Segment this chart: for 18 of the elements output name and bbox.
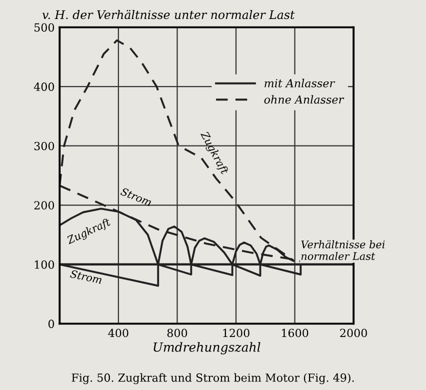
y-tick-label: 300 [34, 142, 54, 150]
y-tick-label: 400 [34, 82, 54, 91]
y-tick-label: 500 [34, 23, 54, 32]
chart-title: v. H. der Verhältnisse unter normaler Last [42, 10, 295, 20]
x-tick-label: 1200 [223, 328, 250, 338]
y-tick-label: 200 [34, 201, 54, 210]
annotation: Strom [70, 270, 102, 284]
x-tick-label: 2000 [340, 328, 367, 338]
x-tick-label: 800 [167, 328, 188, 338]
ref-line-label: Verhältnisse bei normaler Last [301, 240, 385, 260]
y-tick-label: 0 [48, 320, 54, 328]
x-tick-label: 400 [108, 328, 128, 338]
legend-label: mit Anlasser [264, 78, 336, 88]
legend-label: ohne Anlasser [264, 95, 344, 104]
caption: Fig. 50. Zugkraft und Strom beim Motor (Fig. 49). [72, 373, 354, 384]
x-tick-label: 1600 [282, 328, 308, 338]
y-tick-label: 100 [34, 260, 54, 269]
x-axis-title: Umdrehungszahl [154, 342, 260, 354]
